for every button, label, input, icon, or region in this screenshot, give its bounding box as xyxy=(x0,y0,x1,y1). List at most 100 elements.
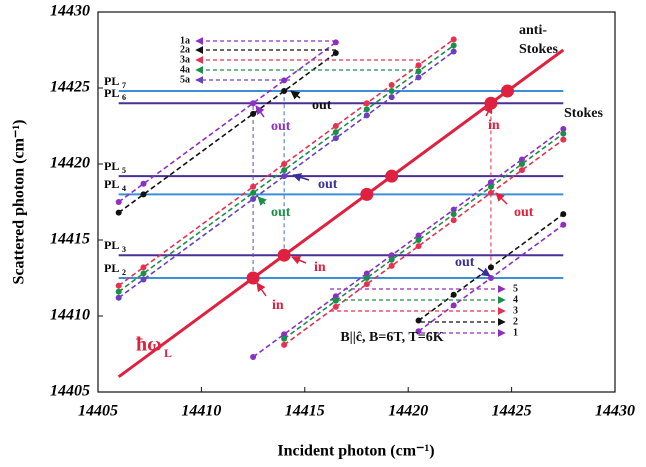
pl-label: PL xyxy=(104,238,119,252)
annotation: out xyxy=(271,119,291,134)
resonance-dot xyxy=(277,248,291,262)
replica-line xyxy=(252,128,564,358)
annotation-arrow xyxy=(290,90,301,100)
annotation: out xyxy=(271,205,291,220)
replica-dot xyxy=(332,39,339,46)
replica-dot xyxy=(415,317,422,324)
replica-dot xyxy=(332,297,339,304)
replica-line xyxy=(118,38,455,287)
replica-dot xyxy=(415,232,422,239)
replica-line xyxy=(418,213,564,322)
replica-dot xyxy=(281,335,288,342)
replica-dot xyxy=(332,50,339,57)
replica-dot xyxy=(450,217,457,224)
replica-line xyxy=(118,50,455,299)
replica-dot xyxy=(332,129,339,136)
y-tick-label: 14410 xyxy=(50,307,90,324)
replica-dot xyxy=(281,167,288,174)
replica-dot xyxy=(281,88,288,95)
replica-dot xyxy=(363,281,370,288)
replica-dot xyxy=(363,112,370,119)
legend-label: 3a xyxy=(180,54,190,65)
resonance-dot xyxy=(500,84,514,98)
replica-dot xyxy=(388,81,395,88)
replica-dot xyxy=(250,110,257,117)
replica-dot xyxy=(250,189,257,196)
replica-dot xyxy=(281,173,288,180)
replica-dot xyxy=(415,62,422,69)
replica-dot xyxy=(560,126,567,133)
annotation-arrow xyxy=(495,192,508,205)
replica-dot xyxy=(115,209,122,216)
legend-label: 1 xyxy=(513,327,518,338)
y-tick-label: 14405 xyxy=(50,383,90,400)
replica-dot xyxy=(140,270,147,277)
replica-dot xyxy=(281,77,288,84)
annotation-arrow xyxy=(256,282,267,297)
plot-frame xyxy=(97,11,616,393)
replica-dot xyxy=(332,123,339,129)
laser-label: ħω xyxy=(136,334,162,356)
replica-dot xyxy=(140,264,147,271)
legend-label: 1a xyxy=(180,35,190,46)
replica-dot xyxy=(487,179,494,186)
legend-label: 4 xyxy=(513,294,518,305)
replica-line xyxy=(283,139,564,346)
replica-dot xyxy=(487,189,494,196)
annotation: B||ĉ, B=6T, T=6K xyxy=(340,330,443,345)
replica-dot xyxy=(363,100,370,107)
replica-dot xyxy=(115,294,122,301)
replica-dot xyxy=(487,264,494,271)
replica-dot xyxy=(450,48,457,55)
replica-line xyxy=(283,132,564,340)
pl-label: PL xyxy=(104,74,119,88)
y-axis-title: Scattered photon (cm⁻¹) xyxy=(11,120,28,285)
annotation: out xyxy=(318,177,338,192)
replica-dot xyxy=(450,42,457,49)
annotation: Stokes xyxy=(519,42,558,57)
replica-line xyxy=(418,224,564,332)
replica-dot xyxy=(140,191,147,198)
legend-label: 5a xyxy=(180,74,190,85)
replica-dot xyxy=(115,288,122,295)
replica-dot xyxy=(140,276,147,283)
replica-dot xyxy=(415,74,422,81)
replica-dot xyxy=(415,243,422,250)
replica-dot xyxy=(250,100,257,107)
replica-dot xyxy=(415,68,422,75)
pl-label: PL xyxy=(104,177,119,191)
legend-label: 2 xyxy=(513,316,518,327)
replica-dot xyxy=(388,262,395,269)
x-tick-label: 14405 xyxy=(78,403,118,420)
pl-label-sub: 3 xyxy=(122,245,126,254)
replica-dot xyxy=(415,328,422,335)
replica-dot xyxy=(450,211,457,218)
legend-label: 3 xyxy=(513,305,518,316)
replica-dot xyxy=(281,331,288,338)
replica-dot xyxy=(450,302,457,309)
replica-dot xyxy=(518,156,525,163)
replica-dot xyxy=(388,256,395,263)
annotation-arrow xyxy=(257,196,267,206)
replica-dot xyxy=(560,211,567,218)
laser-line xyxy=(117,48,565,379)
legend-label: 5 xyxy=(513,283,518,294)
pl-label-sub: 2 xyxy=(122,268,126,277)
replica-dot xyxy=(250,183,257,190)
replica-dot xyxy=(388,94,395,101)
annotation: in xyxy=(314,260,326,275)
replica-line xyxy=(118,41,337,203)
annotation: in xyxy=(488,118,500,133)
resonance-dot xyxy=(385,169,399,183)
y-tick-label: 14420 xyxy=(50,155,90,172)
replica-dot xyxy=(450,36,457,43)
x-tick-label: 14430 xyxy=(595,403,635,420)
replica-dot xyxy=(281,341,288,348)
replica-dot xyxy=(560,130,567,137)
y-tick-label: 14430 xyxy=(50,3,90,20)
replica-dot xyxy=(560,136,567,143)
replica-dot xyxy=(487,183,494,190)
annotation-arrow xyxy=(477,267,491,277)
annotation-arrow xyxy=(291,256,307,265)
